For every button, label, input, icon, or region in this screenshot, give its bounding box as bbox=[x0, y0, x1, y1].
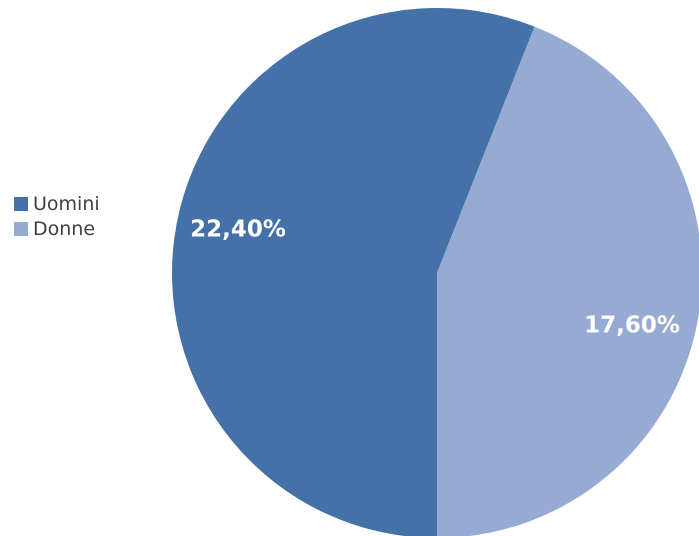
pie-slice-donne bbox=[437, 26, 699, 536]
data-label-donne: 17,60% bbox=[584, 313, 680, 339]
legend-label-uomini: Uomini bbox=[33, 193, 100, 215]
legend-swatch-uomini bbox=[14, 197, 28, 211]
legend-label-donne: Donne bbox=[33, 218, 96, 240]
legend-item-donne: Donne bbox=[14, 217, 100, 241]
pie-slice-uomini bbox=[172, 8, 535, 536]
data-label-uomini: 22,40% bbox=[190, 217, 286, 243]
legend-item-uomini: Uomini bbox=[14, 192, 100, 216]
legend: Uomini Donne bbox=[14, 192, 100, 242]
legend-swatch-donne bbox=[14, 222, 28, 236]
